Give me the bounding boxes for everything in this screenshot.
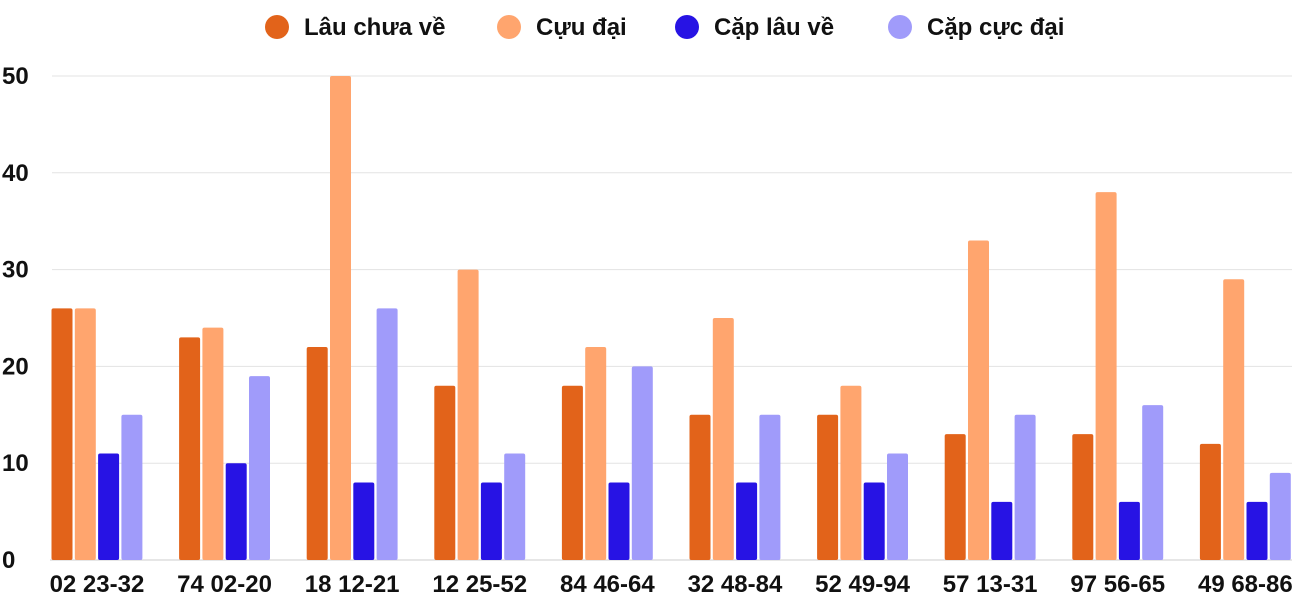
bar <box>98 453 120 560</box>
bar <box>225 463 247 560</box>
x-tick-label: 57 13-31 <box>943 571 1038 598</box>
y-axis: 0 10 20 30 40 50 <box>2 63 29 574</box>
bar <box>1199 443 1221 560</box>
bar <box>585 347 607 560</box>
legend-label: Lâu chưa về <box>304 14 445 41</box>
bar <box>863 482 885 560</box>
x-tick-label: 32 48-84 <box>688 571 783 598</box>
bar <box>608 482 630 560</box>
bar <box>1095 192 1117 560</box>
bar <box>1269 472 1291 560</box>
bar <box>457 269 479 560</box>
bar <box>736 482 758 560</box>
y-tick-label: 50 <box>2 63 29 90</box>
legend: Lâu chưa về Cựu đại Cặp lâu về Cặp cực đại <box>265 14 1064 41</box>
bar <box>1014 414 1036 560</box>
bar <box>631 366 653 560</box>
bar <box>330 76 351 560</box>
bar <box>712 318 734 560</box>
bars <box>51 76 1291 560</box>
bar <box>1223 279 1245 560</box>
bar <box>51 308 73 560</box>
legend-marker <box>888 15 912 39</box>
bar <box>759 414 781 560</box>
bar <box>887 453 908 560</box>
bar <box>968 240 989 560</box>
bar <box>840 385 862 560</box>
x-tick-label: 18 12-21 <box>305 571 400 598</box>
bar <box>817 414 839 560</box>
bar <box>504 453 526 560</box>
x-tick-label: 52 49-94 <box>815 571 910 598</box>
bar <box>249 376 270 560</box>
legend-label: Cặp lâu về <box>714 14 834 41</box>
legend-label: Cặp cực đại <box>927 14 1064 41</box>
x-tick-label: 02 23-32 <box>50 571 145 598</box>
legend-label: Cựu đại <box>536 14 627 41</box>
legend-marker <box>497 15 521 39</box>
bar <box>689 414 711 560</box>
bar <box>74 308 96 560</box>
y-tick-label: 0 <box>2 547 15 574</box>
bar <box>944 434 966 560</box>
x-tick-label: 12 25-52 <box>432 571 527 598</box>
bar <box>121 414 143 560</box>
bar <box>1118 501 1140 560</box>
bar <box>561 385 583 560</box>
bar <box>991 501 1013 560</box>
x-axis: 02 23-32 74 02-20 18 12-21 12 25-52 84 46-64… <box>50 571 1293 598</box>
y-tick-label: 20 <box>2 353 29 380</box>
legend-marker <box>265 15 289 39</box>
y-tick-label: 30 <box>2 257 29 284</box>
bar <box>1246 501 1268 560</box>
x-tick-label: 84 46-64 <box>560 571 655 598</box>
x-tick-label: 97 56-65 <box>1070 571 1165 598</box>
x-tick-label: 74 02-20 <box>177 571 272 598</box>
bar <box>353 482 375 560</box>
y-tick-label: 40 <box>2 160 29 187</box>
bar <box>376 308 398 560</box>
bar <box>306 347 328 560</box>
bar <box>434 385 456 560</box>
bar <box>1072 434 1094 560</box>
legend-marker <box>675 15 699 39</box>
bar <box>480 482 502 560</box>
x-tick-label: 49 68-86 <box>1198 571 1293 598</box>
bar <box>202 327 224 560</box>
y-tick-label: 10 <box>2 450 29 477</box>
bar <box>179 337 201 560</box>
bar <box>1142 405 1164 560</box>
